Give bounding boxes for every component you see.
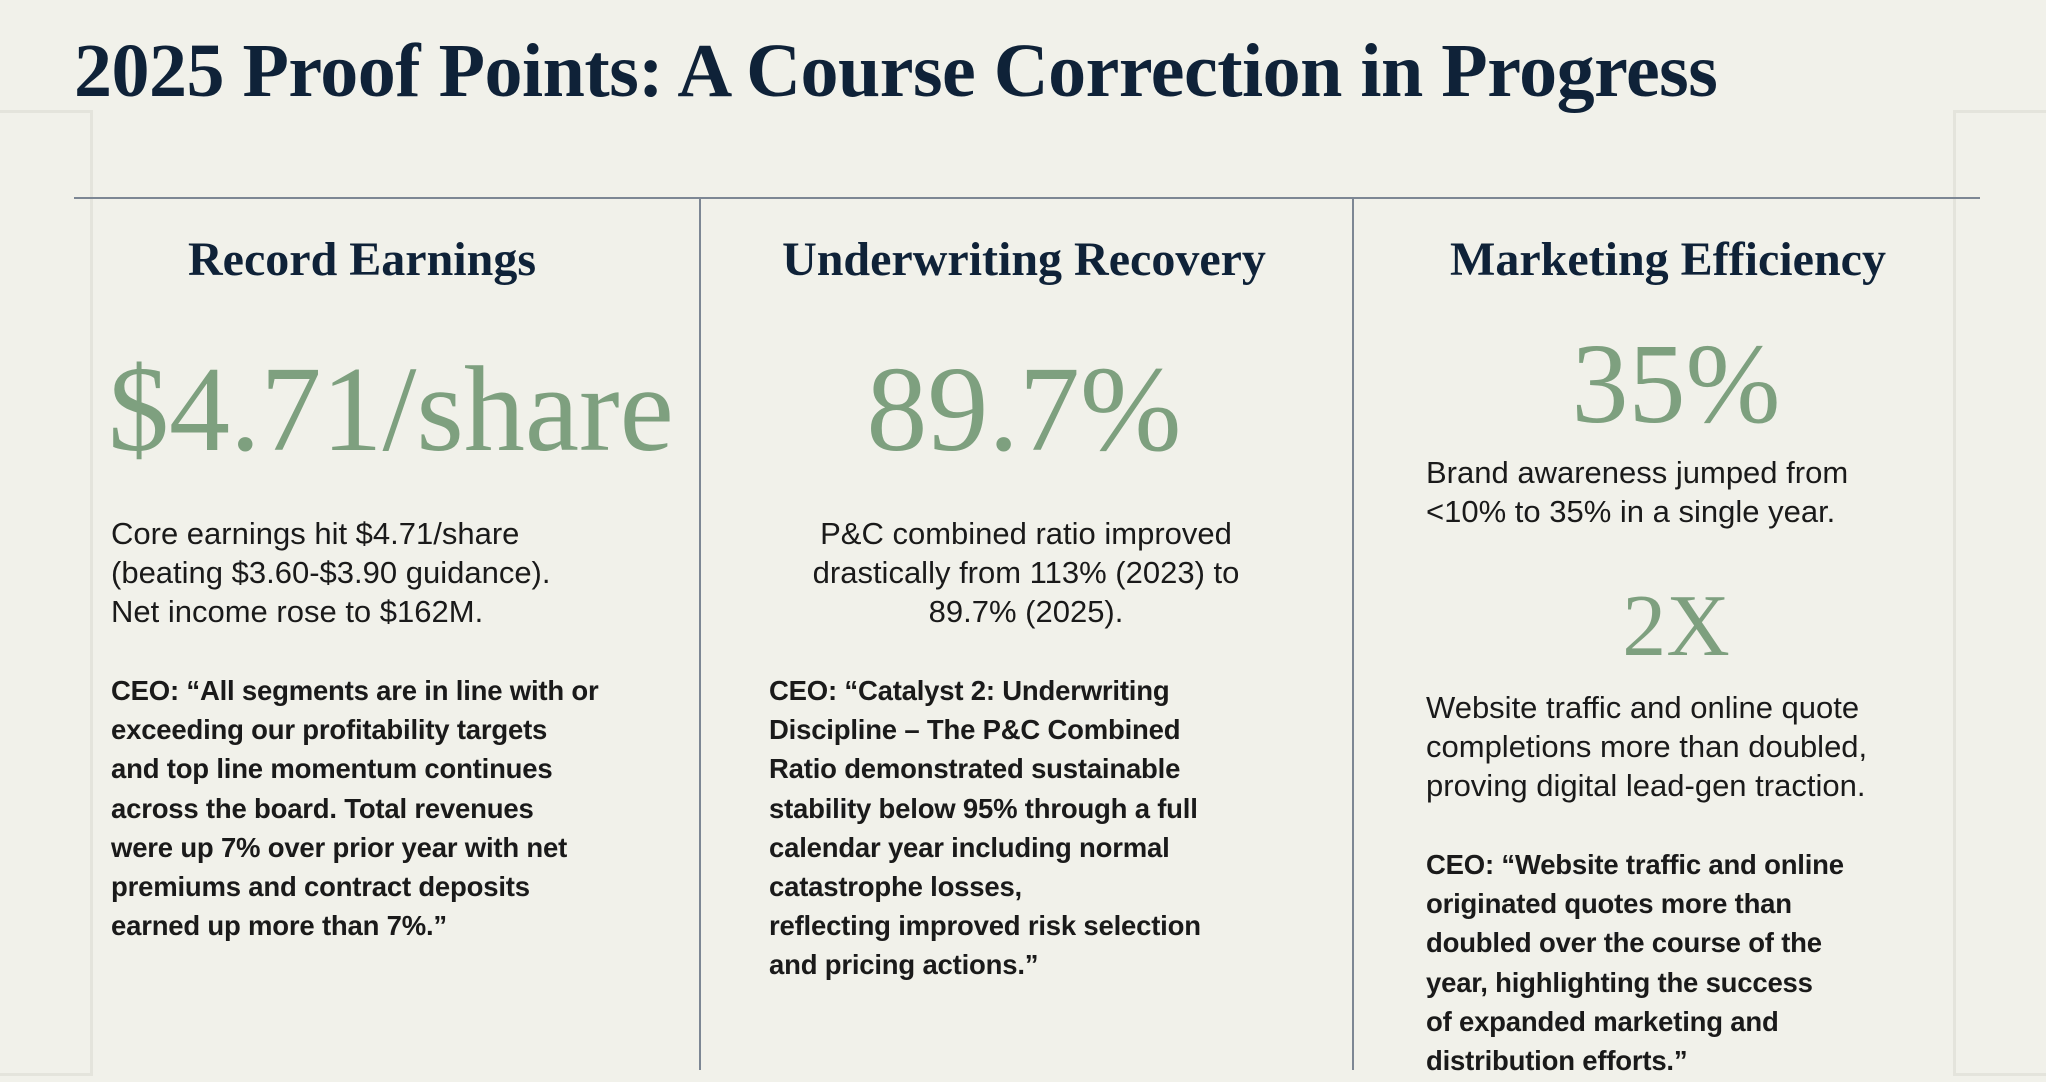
metric: 89.7% bbox=[866, 342, 1182, 477]
description: P&C combined ratio improved drastically … bbox=[812, 516, 1240, 629]
ceo-quote: CEO: “All segments are in line with or e… bbox=[111, 675, 599, 942]
column-heading: Underwriting Recovery bbox=[782, 233, 1266, 286]
column-divider bbox=[1352, 198, 1354, 1070]
ceo-quote: CEO: “Catalyst 2: Underwriting Disciplin… bbox=[769, 675, 1201, 981]
pillar-left bbox=[0, 110, 93, 1076]
ceo-quote: CEO: “Website traffic and online origina… bbox=[1426, 849, 1844, 1077]
column-heading: Marketing Efficiency bbox=[1450, 233, 1886, 286]
title: 2025 Proof Points: A Course Correction i… bbox=[74, 29, 1718, 113]
metric: 35% bbox=[1571, 320, 1781, 447]
column-divider bbox=[699, 198, 701, 1070]
description: Brand awareness jumped from <10% to 35% … bbox=[1426, 455, 1849, 529]
description: Website traffic and online quote complet… bbox=[1426, 690, 1868, 803]
pillar-right bbox=[1953, 110, 2046, 1076]
header-rule bbox=[74, 197, 1980, 199]
metric: 2X bbox=[1622, 578, 1730, 675]
metric: $4.71/share bbox=[108, 342, 674, 477]
column-heading: Record Earnings bbox=[188, 233, 536, 286]
description: Core earnings hit $4.71/share (beating $… bbox=[111, 516, 551, 629]
